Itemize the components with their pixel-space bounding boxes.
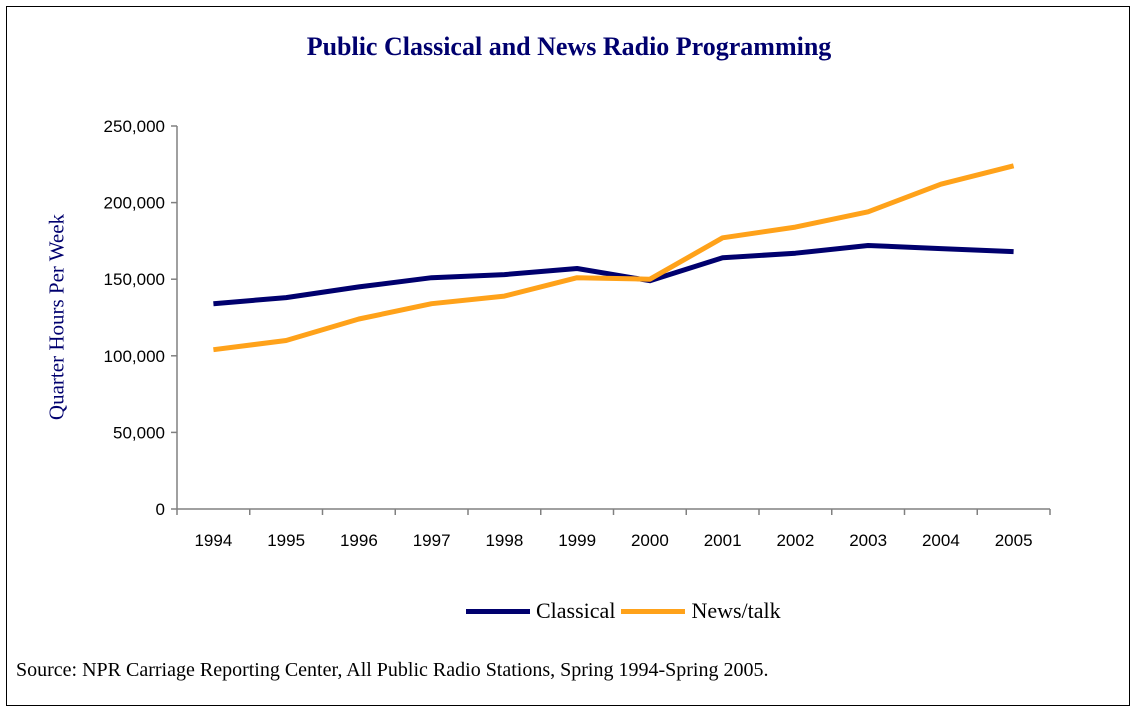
x-tick-label: 2002: [776, 531, 814, 550]
legend: Classical News/talk: [466, 596, 781, 626]
legend-item-news-talk: News/talk: [621, 598, 781, 624]
line-chart: 0 50,000 100,000 150,000 200,000 250,000 1994 1…: [104, 117, 1051, 550]
y-tick-label: 50,000: [113, 423, 165, 442]
y-tick-label: 150,000: [104, 270, 165, 289]
x-tick-label: 1997: [413, 531, 451, 550]
series-lines: [213, 163, 1015, 353]
y-tick-label: 0: [156, 500, 165, 519]
chart-frame: [6, 6, 1130, 706]
y-tick-label: 200,000: [104, 194, 165, 213]
series-line-news-talk: [213, 163, 1015, 353]
y-tick-label: 250,000: [104, 117, 165, 136]
x-tick-label: 2000: [631, 531, 669, 550]
x-tick-label: 2005: [995, 531, 1033, 550]
series-line-classical: [213, 243, 1014, 307]
x-tick-label: 2003: [849, 531, 887, 550]
x-tick-label: 2004: [922, 531, 960, 550]
legend-label-news-talk: News/talk: [691, 598, 781, 623]
x-tick-label: 1999: [558, 531, 596, 550]
x-tick-label: 2001: [704, 531, 742, 550]
legend-label-classical: Classical: [536, 598, 616, 623]
x-tick-label: 1996: [340, 531, 378, 550]
x-tick-label: 1995: [267, 531, 305, 550]
legend-swatch-classical: [466, 608, 530, 614]
x-tick-label: 1998: [485, 531, 523, 550]
y-tick-label: 100,000: [104, 347, 165, 366]
source-note: Source: NPR Carriage Reporting Center, A…: [16, 659, 769, 681]
legend-swatch-news-talk: [621, 608, 686, 614]
x-tick-label: 1994: [194, 531, 232, 550]
axis-ticks: 0 50,000 100,000 150,000 200,000 250,000 1994 1…: [104, 117, 1051, 550]
chart-title: Public Classical and News Radio Programm…: [306, 32, 832, 61]
legend-item-classical: Classical: [466, 598, 615, 624]
